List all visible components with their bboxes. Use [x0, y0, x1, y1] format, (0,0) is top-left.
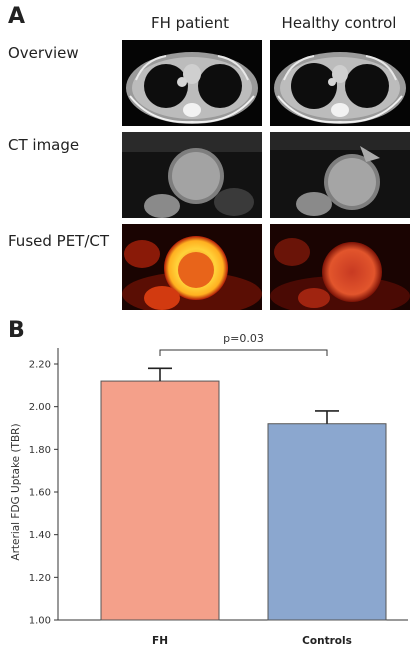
- bar-fh: [100, 380, 220, 621]
- y-tick-label: 1.60: [29, 488, 51, 499]
- panel-b-letter: B: [8, 318, 25, 343]
- panel-a-letter: A: [8, 4, 26, 29]
- column-header-fh-patient: FH patient: [150, 14, 230, 32]
- row-label-overview: Overview: [8, 44, 79, 62]
- y-tick-label: 2.20: [29, 360, 51, 371]
- bar-chart: 1.00 1.20 1.40 1.60 1.80 2.00 2.20 Arterial FDG…: [10, 332, 408, 647]
- overview-ct-control-image: [270, 40, 410, 126]
- y-tick-label: 2.00: [29, 402, 51, 413]
- row-label-fused-pet-ct: Fused PET/CT: [8, 232, 110, 250]
- significance-bracket: [159, 349, 328, 356]
- bar-controls: [267, 423, 387, 621]
- fused-pet-ct-fh-image: [122, 224, 262, 310]
- y-tick-label: 1.00: [29, 616, 51, 627]
- y-tick-label: 1.80: [29, 445, 51, 456]
- y-axis-title: Arterial FDG Uptake (TBR): [10, 423, 22, 560]
- y-tick-label: 1.20: [29, 573, 51, 584]
- overview-ct-fh-image: [122, 40, 262, 126]
- x-tick-label-controls: Controls: [302, 635, 352, 647]
- fused-pet-ct-control-image: [270, 224, 410, 310]
- ct-zoom-control-image: [270, 132, 410, 218]
- row-label-ct-image: CT image: [8, 136, 80, 154]
- ct-zoom-fh-image: [122, 132, 262, 218]
- p-value-annotation: p=0.03: [223, 332, 264, 345]
- y-tick-label: 1.40: [29, 530, 51, 541]
- x-tick-label-fh: FH: [152, 635, 168, 647]
- column-header-healthy-control: Healthy control: [281, 14, 397, 32]
